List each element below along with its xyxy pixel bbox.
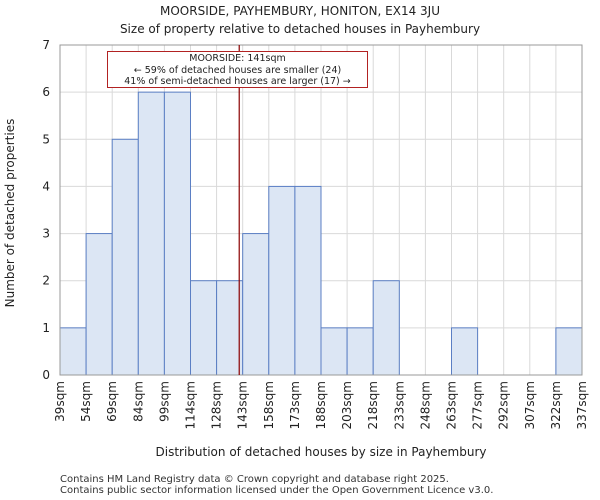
histogram-bar bbox=[242, 233, 270, 376]
histogram-bar bbox=[59, 327, 87, 376]
x-axis-label: Distribution of detached houses by size … bbox=[155, 445, 487, 459]
histogram-bar bbox=[555, 327, 583, 376]
plot-frame bbox=[59, 44, 583, 376]
annotation-line-3: 41% of semi-detached houses are larger (… bbox=[124, 76, 351, 87]
y-tick-label: 0 bbox=[42, 368, 50, 382]
histogram-bar bbox=[294, 185, 322, 376]
x-tick-label: 277sqm bbox=[471, 381, 485, 429]
chart-title: Size of property relative to detached ho… bbox=[119, 22, 481, 36]
histogram-bar bbox=[163, 91, 191, 376]
y-tick-label: 7 bbox=[42, 38, 50, 52]
x-tick-label: 233sqm bbox=[392, 381, 406, 429]
x-tick-label: 114sqm bbox=[184, 381, 198, 429]
histogram-bar bbox=[451, 327, 479, 376]
x-tick-label: 69sqm bbox=[105, 381, 119, 422]
x-tick-label: 263sqm bbox=[445, 381, 459, 429]
x-tick-label: 292sqm bbox=[497, 381, 511, 429]
y-tick-label: 4 bbox=[42, 179, 50, 193]
chart-title-address: MOORSIDE, PAYHEMBURY, HONITON, EX14 3JU bbox=[160, 4, 440, 18]
x-tick-label: 173sqm bbox=[288, 381, 302, 429]
histogram-bar bbox=[346, 327, 374, 376]
histogram-bar bbox=[320, 327, 348, 376]
x-tick-label: 39sqm bbox=[53, 381, 67, 422]
x-tick-label: 158sqm bbox=[262, 381, 276, 429]
x-tick-label: 84sqm bbox=[131, 381, 145, 422]
y-tick-label: 1 bbox=[42, 321, 50, 335]
histogram-bar bbox=[372, 280, 400, 376]
x-tick-label: 99sqm bbox=[157, 381, 171, 422]
y-tick-label: 2 bbox=[42, 274, 50, 288]
footer-licence: Contains public sector information licen… bbox=[60, 485, 494, 496]
x-tick-label: 143sqm bbox=[236, 381, 250, 429]
x-tick-label: 54sqm bbox=[79, 381, 93, 422]
annotation-line-2: ← 59% of detached houses are smaller (24… bbox=[133, 64, 342, 76]
x-tick-label: 337sqm bbox=[575, 381, 589, 429]
y-tick-label: 5 bbox=[42, 132, 50, 146]
histogram-bar bbox=[111, 138, 139, 376]
x-tick-label: 188sqm bbox=[314, 381, 328, 429]
y-tick-label: 3 bbox=[42, 227, 50, 241]
x-tick-label: 248sqm bbox=[418, 381, 432, 429]
histogram-bar bbox=[137, 91, 165, 376]
footer-copyright: Contains HM Land Registry data © Crown c… bbox=[60, 474, 449, 485]
y-tick-label: 6 bbox=[42, 85, 50, 99]
histogram-bar bbox=[268, 185, 296, 376]
x-tick-label: 128sqm bbox=[210, 381, 224, 429]
x-tick-label: 322sqm bbox=[549, 381, 563, 429]
histogram-bar bbox=[85, 233, 113, 376]
x-tick-label: 218sqm bbox=[366, 381, 380, 429]
x-tick-label: 307sqm bbox=[523, 381, 537, 429]
annotation-line-1: MOORSIDE: 141sqm bbox=[189, 53, 286, 64]
x-tick-label: 203sqm bbox=[340, 381, 354, 429]
annotation-box: MOORSIDE: 141sqm ← 59% of detached house… bbox=[107, 51, 368, 88]
histogram-bar bbox=[190, 280, 218, 376]
